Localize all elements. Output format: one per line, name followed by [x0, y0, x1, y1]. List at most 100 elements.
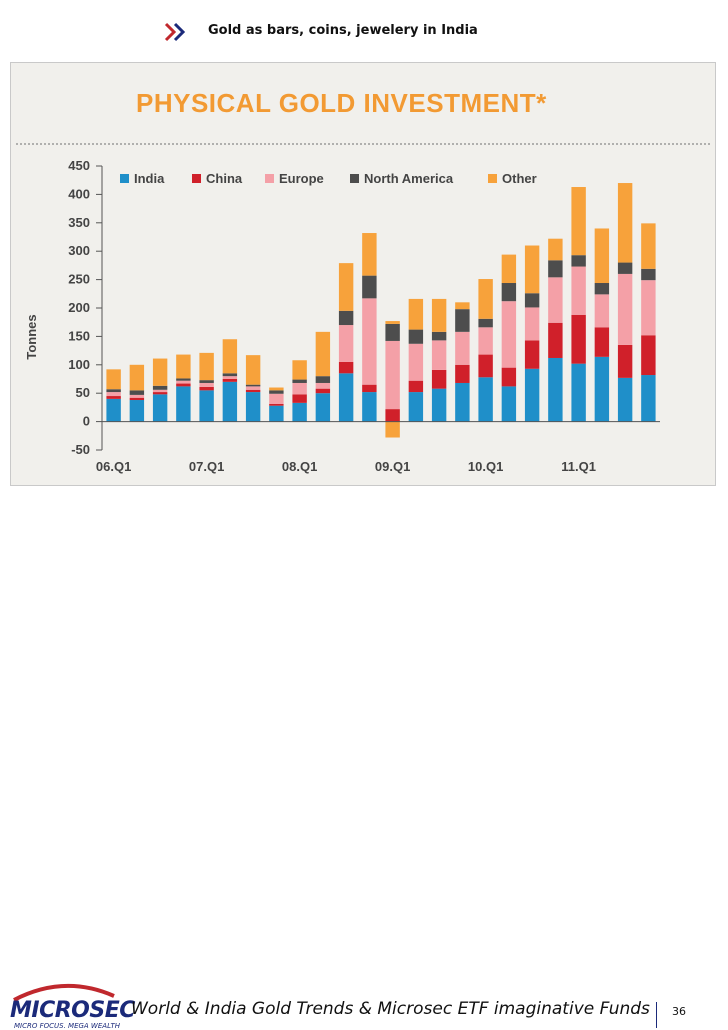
bar-segment-india-07.Q2 — [222, 381, 238, 422]
footer-divider — [656, 1002, 657, 1028]
bar-segment-other-06.Q3 — [152, 358, 168, 386]
bar-segment-india-09.Q4 — [455, 382, 470, 422]
bar-segment-china-08.Q4 — [362, 384, 377, 393]
bar-segment-north-america-06.Q4 — [176, 378, 191, 381]
x-axis: 06.Q1 07.Q1 08.Q1 09.Q1 10.Q1 11.Q1 — [96, 421, 660, 474]
x-tick-label: 07.Q1 — [189, 459, 224, 474]
bar-segment-north-america-07.Q2 — [222, 373, 238, 377]
bar-segment-china-09.Q3 — [431, 369, 447, 389]
bar-segment-other-08.Q2 — [315, 331, 331, 377]
bar-segment-other-10.Q4 — [548, 238, 563, 261]
x-tick-label: 08.Q1 — [282, 459, 317, 474]
physical-gold-investment-chart: PHYSICAL GOLD INVESTMENT* Tonnes India Ch… — [16, 88, 710, 474]
bar-segment-china-07.Q3 — [245, 389, 261, 393]
bar-segment-north-america-06.Q2 — [129, 390, 145, 395]
x-tick-label: 11.Q1 — [561, 459, 596, 474]
bar-segment-china-11.Q1 — [571, 314, 586, 364]
y-tick-label: 350 — [68, 215, 90, 230]
bar-segment-europe-07.Q4 — [269, 393, 284, 404]
bar-segment-north-america-11.Q4 — [641, 268, 656, 281]
bar-segment-other-10.Q1 — [478, 279, 493, 319]
bar-segment-north-america-11.Q3 — [617, 262, 633, 274]
y-tick-label: 300 — [68, 243, 90, 258]
bar-segment-other-11.Q4 — [641, 223, 656, 269]
y-tick-label: 200 — [68, 300, 90, 315]
bar-segment-other-11.Q1 — [571, 187, 586, 256]
bar-segment-other-07.Q1 — [199, 352, 214, 381]
legend-label: China — [206, 171, 243, 186]
bar-segment-europe-11.Q1 — [571, 266, 586, 315]
bar-segment-india-08.Q4 — [362, 392, 377, 422]
y-tick-label: 250 — [68, 272, 90, 287]
bar-series — [106, 183, 656, 438]
legend-swatch — [265, 174, 274, 183]
bar-segment-india-11.Q4 — [641, 375, 656, 422]
y-tick-label: 0 — [83, 414, 90, 429]
legend-swatch — [488, 174, 497, 183]
bar-segment-china-10.Q3 — [524, 340, 540, 369]
bar-segment-europe-10.Q4 — [548, 277, 563, 323]
bar-segment-other-06.Q1 — [106, 369, 121, 390]
bar-segment-europe-06.Q4 — [176, 380, 191, 384]
double-chevron-right-icon — [164, 22, 186, 42]
bar-segment-north-america-11.Q1 — [571, 255, 586, 267]
bar-segment-china-10.Q2 — [501, 367, 517, 387]
y-tick-label: 50 — [76, 385, 90, 400]
bar-segment-other-09.Q1 — [385, 321, 400, 324]
bar-segment-other-09.Q1 — [385, 421, 400, 438]
bar-segment-india-07.Q4 — [269, 405, 284, 422]
bar-segment-europe-07.Q3 — [245, 386, 261, 390]
bar-segment-europe-06.Q1 — [106, 392, 121, 397]
y-tick-label: 400 — [68, 186, 90, 201]
bar-segment-india-08.Q3 — [338, 373, 354, 422]
bar-segment-india-06.Q3 — [152, 394, 168, 422]
bar-segment-china-07.Q2 — [222, 379, 238, 382]
bar-segment-india-10.Q4 — [548, 357, 563, 422]
bar-segment-india-10.Q3 — [524, 368, 540, 422]
bar-segment-other-10.Q3 — [524, 245, 540, 294]
bar-segment-other-09.Q3 — [431, 298, 447, 332]
bar-segment-north-america-09.Q3 — [431, 331, 447, 341]
logo-tagline: MICRO FOCUS. MEGA WEALTH — [14, 1022, 121, 1030]
bar-segment-china-07.Q4 — [269, 403, 284, 406]
bar-segment-other-09.Q4 — [455, 302, 470, 310]
y-axis-label: Tonnes — [24, 314, 39, 359]
bar-segment-north-america-08.Q4 — [362, 275, 377, 299]
bar-segment-other-11.Q2 — [594, 228, 610, 284]
bar-segment-china-06.Q3 — [152, 392, 168, 395]
bar-segment-china-11.Q4 — [641, 335, 656, 376]
bar-segment-north-america-10.Q3 — [524, 293, 540, 308]
chart-title: PHYSICAL GOLD INVESTMENT* — [136, 88, 547, 118]
bar-segment-india-11.Q1 — [571, 363, 586, 422]
legend-label: Other — [502, 171, 537, 186]
bar-segment-china-10.Q1 — [478, 354, 493, 378]
bar-segment-north-america-08.Q2 — [315, 376, 331, 383]
bar-segment-china-08.Q3 — [338, 361, 354, 374]
bar-segment-europe-08.Q4 — [362, 298, 377, 385]
bar-segment-europe-08.Q2 — [315, 382, 331, 389]
slide-header: Gold as bars, coins, jewelery in India — [0, 0, 728, 58]
bar-segment-other-07.Q3 — [245, 355, 261, 385]
bar-segment-china-07.Q1 — [199, 386, 214, 391]
bar-segment-europe-07.Q1 — [199, 382, 214, 387]
bar-segment-china-10.Q4 — [548, 322, 563, 358]
bar-segment-europe-09.Q1 — [385, 340, 400, 410]
legend-label: Europe — [279, 171, 324, 186]
legend-swatch — [350, 174, 359, 183]
slide-footer: MICROSEC MICRO FOCUS. MEGA WEALTH World … — [0, 486, 728, 1030]
chart-legend: India China Europe North America Other — [120, 171, 537, 186]
bar-segment-other-06.Q4 — [176, 354, 191, 379]
bar-segment-north-america-09.Q4 — [455, 309, 470, 332]
bar-segment-other-08.Q1 — [292, 360, 307, 380]
bar-segment-north-america-10.Q2 — [501, 283, 517, 302]
bar-segment-north-america-11.Q2 — [594, 283, 610, 295]
bar-segment-europe-08.Q3 — [338, 325, 354, 362]
bar-segment-north-america-08.Q1 — [292, 379, 307, 383]
bar-segment-india-08.Q1 — [292, 402, 307, 422]
bar-segment-other-08.Q3 — [338, 263, 354, 311]
bar-segment-china-11.Q3 — [617, 344, 633, 378]
bar-segment-india-06.Q2 — [129, 400, 145, 422]
bar-segment-europe-07.Q2 — [222, 376, 238, 379]
bar-segment-china-08.Q2 — [315, 388, 331, 394]
bar-segment-north-america-06.Q3 — [152, 385, 168, 390]
